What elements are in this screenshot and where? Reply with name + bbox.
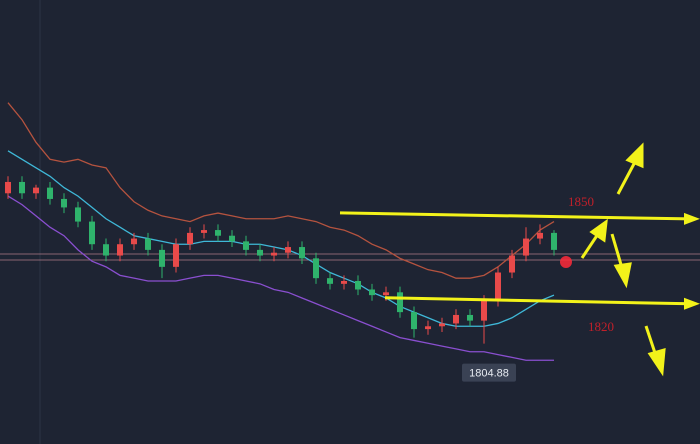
candle-body xyxy=(355,281,361,290)
candle-body xyxy=(75,207,81,222)
candle-body xyxy=(159,249,165,267)
current-dot xyxy=(560,256,572,268)
candle-body xyxy=(411,312,417,330)
level-line xyxy=(339,211,691,221)
arrow xyxy=(644,325,658,357)
level-label: 1850 xyxy=(568,194,594,209)
arrow xyxy=(616,159,638,195)
candle-body xyxy=(103,244,109,256)
candle-body xyxy=(509,255,515,273)
candle-body xyxy=(467,314,473,321)
candle-body xyxy=(495,272,501,301)
candle-body xyxy=(369,289,375,296)
candle-body xyxy=(257,249,263,256)
candle-body xyxy=(425,326,431,330)
arrow-head xyxy=(647,347,666,377)
candle-body xyxy=(551,232,557,250)
level-arrow-head xyxy=(684,297,700,310)
candle-body xyxy=(187,232,193,245)
candle-body xyxy=(285,247,291,253)
candle-body xyxy=(481,300,487,321)
level-line xyxy=(384,296,691,306)
candle-body xyxy=(173,244,179,267)
low-label-box xyxy=(462,363,516,382)
candle-body xyxy=(383,292,389,296)
low-label: 1804.88 xyxy=(469,368,509,380)
candle-body xyxy=(89,221,95,245)
candle-body xyxy=(131,238,137,245)
candle-body xyxy=(47,187,53,199)
candle-body xyxy=(33,187,39,194)
arrow xyxy=(580,233,600,259)
indicator-line xyxy=(7,102,555,279)
level-label: 1820 xyxy=(588,319,614,334)
candle-body xyxy=(201,230,207,233)
candle-body xyxy=(537,232,543,239)
candle-body xyxy=(313,258,319,279)
arrow-head xyxy=(613,262,632,289)
candle-body xyxy=(19,181,25,194)
candle-body xyxy=(341,281,347,284)
indicator-line xyxy=(7,195,554,361)
arrow-head xyxy=(589,218,608,243)
plot: 1850 1820 1804.88 xyxy=(5,102,700,382)
candle-body xyxy=(215,230,221,236)
candle-body xyxy=(299,247,305,259)
candle-body xyxy=(453,314,459,324)
candle-body xyxy=(61,198,67,208)
candle-body xyxy=(229,235,235,242)
candle-body xyxy=(439,323,445,327)
arrow-head xyxy=(625,142,644,169)
indicator-line xyxy=(7,150,555,327)
arrows xyxy=(580,142,666,377)
arrow xyxy=(610,233,624,269)
candle-body xyxy=(397,292,403,313)
candle-body xyxy=(117,244,123,256)
candle-body xyxy=(243,241,249,250)
candle-body xyxy=(145,238,151,250)
candle-body xyxy=(271,252,277,256)
candle-body xyxy=(327,278,333,284)
level-arrow-head xyxy=(684,212,700,225)
candle-body xyxy=(523,238,529,256)
candle-body xyxy=(5,181,11,194)
